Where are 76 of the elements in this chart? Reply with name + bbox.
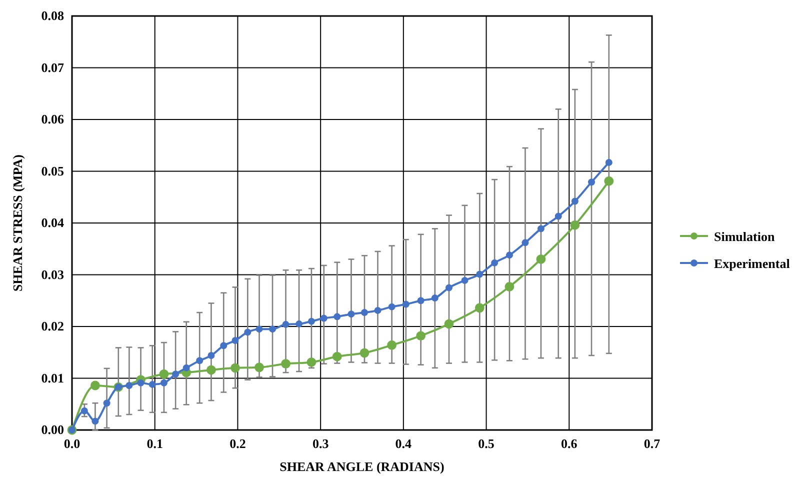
point xyxy=(506,252,513,259)
point xyxy=(220,342,228,350)
y-axis-title: SHEAR STRESS (MPA) xyxy=(10,154,25,292)
point xyxy=(504,282,514,292)
point xyxy=(474,303,484,313)
point xyxy=(374,306,382,314)
point xyxy=(334,313,341,320)
point xyxy=(332,352,342,362)
point xyxy=(244,328,252,336)
y-tick-label: 0.05 xyxy=(41,163,64,178)
point xyxy=(256,326,263,333)
point xyxy=(348,310,355,318)
point xyxy=(159,369,169,379)
point xyxy=(444,319,454,329)
x-tick-label: 0.0 xyxy=(64,436,80,451)
point xyxy=(103,400,110,407)
point xyxy=(417,297,424,304)
legend-label: Experimental xyxy=(714,256,790,271)
point xyxy=(537,225,544,232)
point xyxy=(536,254,546,264)
point xyxy=(296,320,303,328)
x-tick-label: 0.1 xyxy=(146,436,163,451)
y-tick-label: 0.07 xyxy=(41,60,64,75)
point xyxy=(360,309,368,316)
point xyxy=(522,239,529,246)
point xyxy=(588,178,596,186)
point xyxy=(554,212,562,220)
point xyxy=(416,331,426,341)
point xyxy=(570,220,580,230)
point xyxy=(605,158,612,166)
legend-label: Simulation xyxy=(714,229,776,244)
point xyxy=(402,300,410,308)
y-tick-label: 0.00 xyxy=(41,422,64,437)
x-tick-label: 0.5 xyxy=(478,436,495,451)
x-tick-label: 0.2 xyxy=(230,436,246,451)
point xyxy=(387,340,397,350)
y-tick-label: 0.01 xyxy=(41,370,64,386)
point xyxy=(206,365,216,375)
point xyxy=(308,318,315,325)
point xyxy=(137,379,144,386)
y-tick-label: 0.08 xyxy=(41,8,64,23)
point xyxy=(320,314,328,322)
point xyxy=(571,198,578,205)
point xyxy=(126,382,133,389)
point xyxy=(232,336,239,344)
point xyxy=(148,380,156,388)
point xyxy=(90,380,100,390)
point xyxy=(254,362,264,372)
y-tick-label: 0.04 xyxy=(41,215,64,230)
point xyxy=(491,259,498,266)
point xyxy=(196,357,204,364)
point xyxy=(182,364,190,372)
point xyxy=(160,379,168,386)
point xyxy=(282,320,290,328)
point xyxy=(92,418,99,425)
point xyxy=(80,407,88,414)
x-tick-label: 0.3 xyxy=(312,436,330,451)
x-tick-label: 0.4 xyxy=(395,436,412,451)
x-tick-label: 0.7 xyxy=(644,436,661,451)
point xyxy=(281,359,290,368)
point xyxy=(446,284,452,292)
point xyxy=(269,326,276,333)
point xyxy=(230,363,240,373)
point xyxy=(388,303,396,310)
point xyxy=(208,352,215,359)
point xyxy=(604,176,614,186)
point xyxy=(172,370,180,378)
y-tick-label: 0.02 xyxy=(41,318,64,334)
point xyxy=(431,294,438,302)
point xyxy=(476,270,484,278)
point xyxy=(360,348,370,358)
point xyxy=(461,276,468,284)
y-tick-label: 0.03 xyxy=(41,266,64,282)
x-tick-label: 0.6 xyxy=(561,436,578,451)
y-tick-label: 0.06 xyxy=(41,112,64,126)
x-axis-title: SHEAR ANGLE (RADIANS) xyxy=(280,459,444,474)
